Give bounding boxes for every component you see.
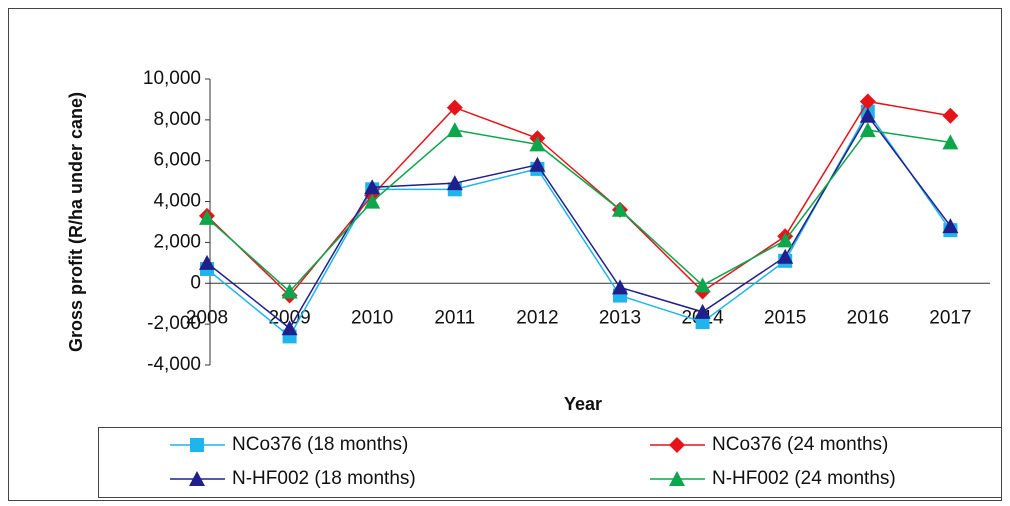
legend-label: NCo376 (18 months) <box>232 434 408 455</box>
marker <box>859 93 876 110</box>
x-tick-label: 2010 <box>351 307 393 328</box>
line <box>206 110 952 338</box>
marker <box>446 99 463 116</box>
y-tick-label: 10,000 <box>143 68 201 89</box>
marker <box>281 320 298 336</box>
marker <box>859 122 876 138</box>
x-axis-title: Year <box>564 394 602 414</box>
legend-box <box>98 427 1002 498</box>
marker <box>364 193 381 209</box>
marker <box>199 209 215 225</box>
marker <box>612 279 628 295</box>
legend-label: NCo376 (24 months) <box>712 434 888 455</box>
line <box>206 100 951 297</box>
marker <box>859 107 876 123</box>
marker <box>942 218 959 234</box>
x-tick-label: 2016 <box>847 307 889 328</box>
marker <box>694 277 711 293</box>
marker <box>364 179 381 195</box>
marker <box>446 175 463 191</box>
legend-marker <box>669 437 685 453</box>
marker <box>612 201 628 217</box>
x-tick-label: 2009 <box>268 307 310 328</box>
marker <box>529 136 546 152</box>
x-tick-label: 2008 <box>186 307 228 328</box>
marker <box>281 283 298 299</box>
marker <box>529 156 546 172</box>
x-tick-label: 2012 <box>516 307 558 328</box>
legend-label: N-HF002 (18 months) <box>232 468 416 489</box>
line <box>206 129 951 293</box>
marker <box>199 254 215 270</box>
marker <box>694 303 711 319</box>
x-tick-label: 2015 <box>764 307 806 328</box>
legend-marker <box>189 471 205 486</box>
y-axis-title: Gross profit (R/ha under cane) <box>66 92 86 352</box>
x-tick-label: 2017 <box>929 307 971 328</box>
y-tick-label: 4,000 <box>153 191 201 212</box>
marker <box>942 107 959 124</box>
x-tick-label: 2013 <box>599 307 641 328</box>
marker <box>777 248 794 264</box>
y-tick-label: 8,000 <box>153 109 201 130</box>
y-tick-label: 0 <box>190 272 201 293</box>
marker <box>942 134 959 150</box>
y-tick-label: -2,000 <box>147 313 201 334</box>
marker <box>446 122 463 138</box>
y-tick-label: -4,000 <box>147 354 201 375</box>
legend-label: N-HF002 (24 months) <box>712 468 896 489</box>
x-tick-label: 2011 <box>434 307 475 328</box>
marker <box>777 232 794 248</box>
legend-marker <box>669 471 685 486</box>
y-tick-label: 2,000 <box>153 231 201 252</box>
y-tick-label: 6,000 <box>153 150 201 171</box>
legend-marker <box>190 438 204 452</box>
